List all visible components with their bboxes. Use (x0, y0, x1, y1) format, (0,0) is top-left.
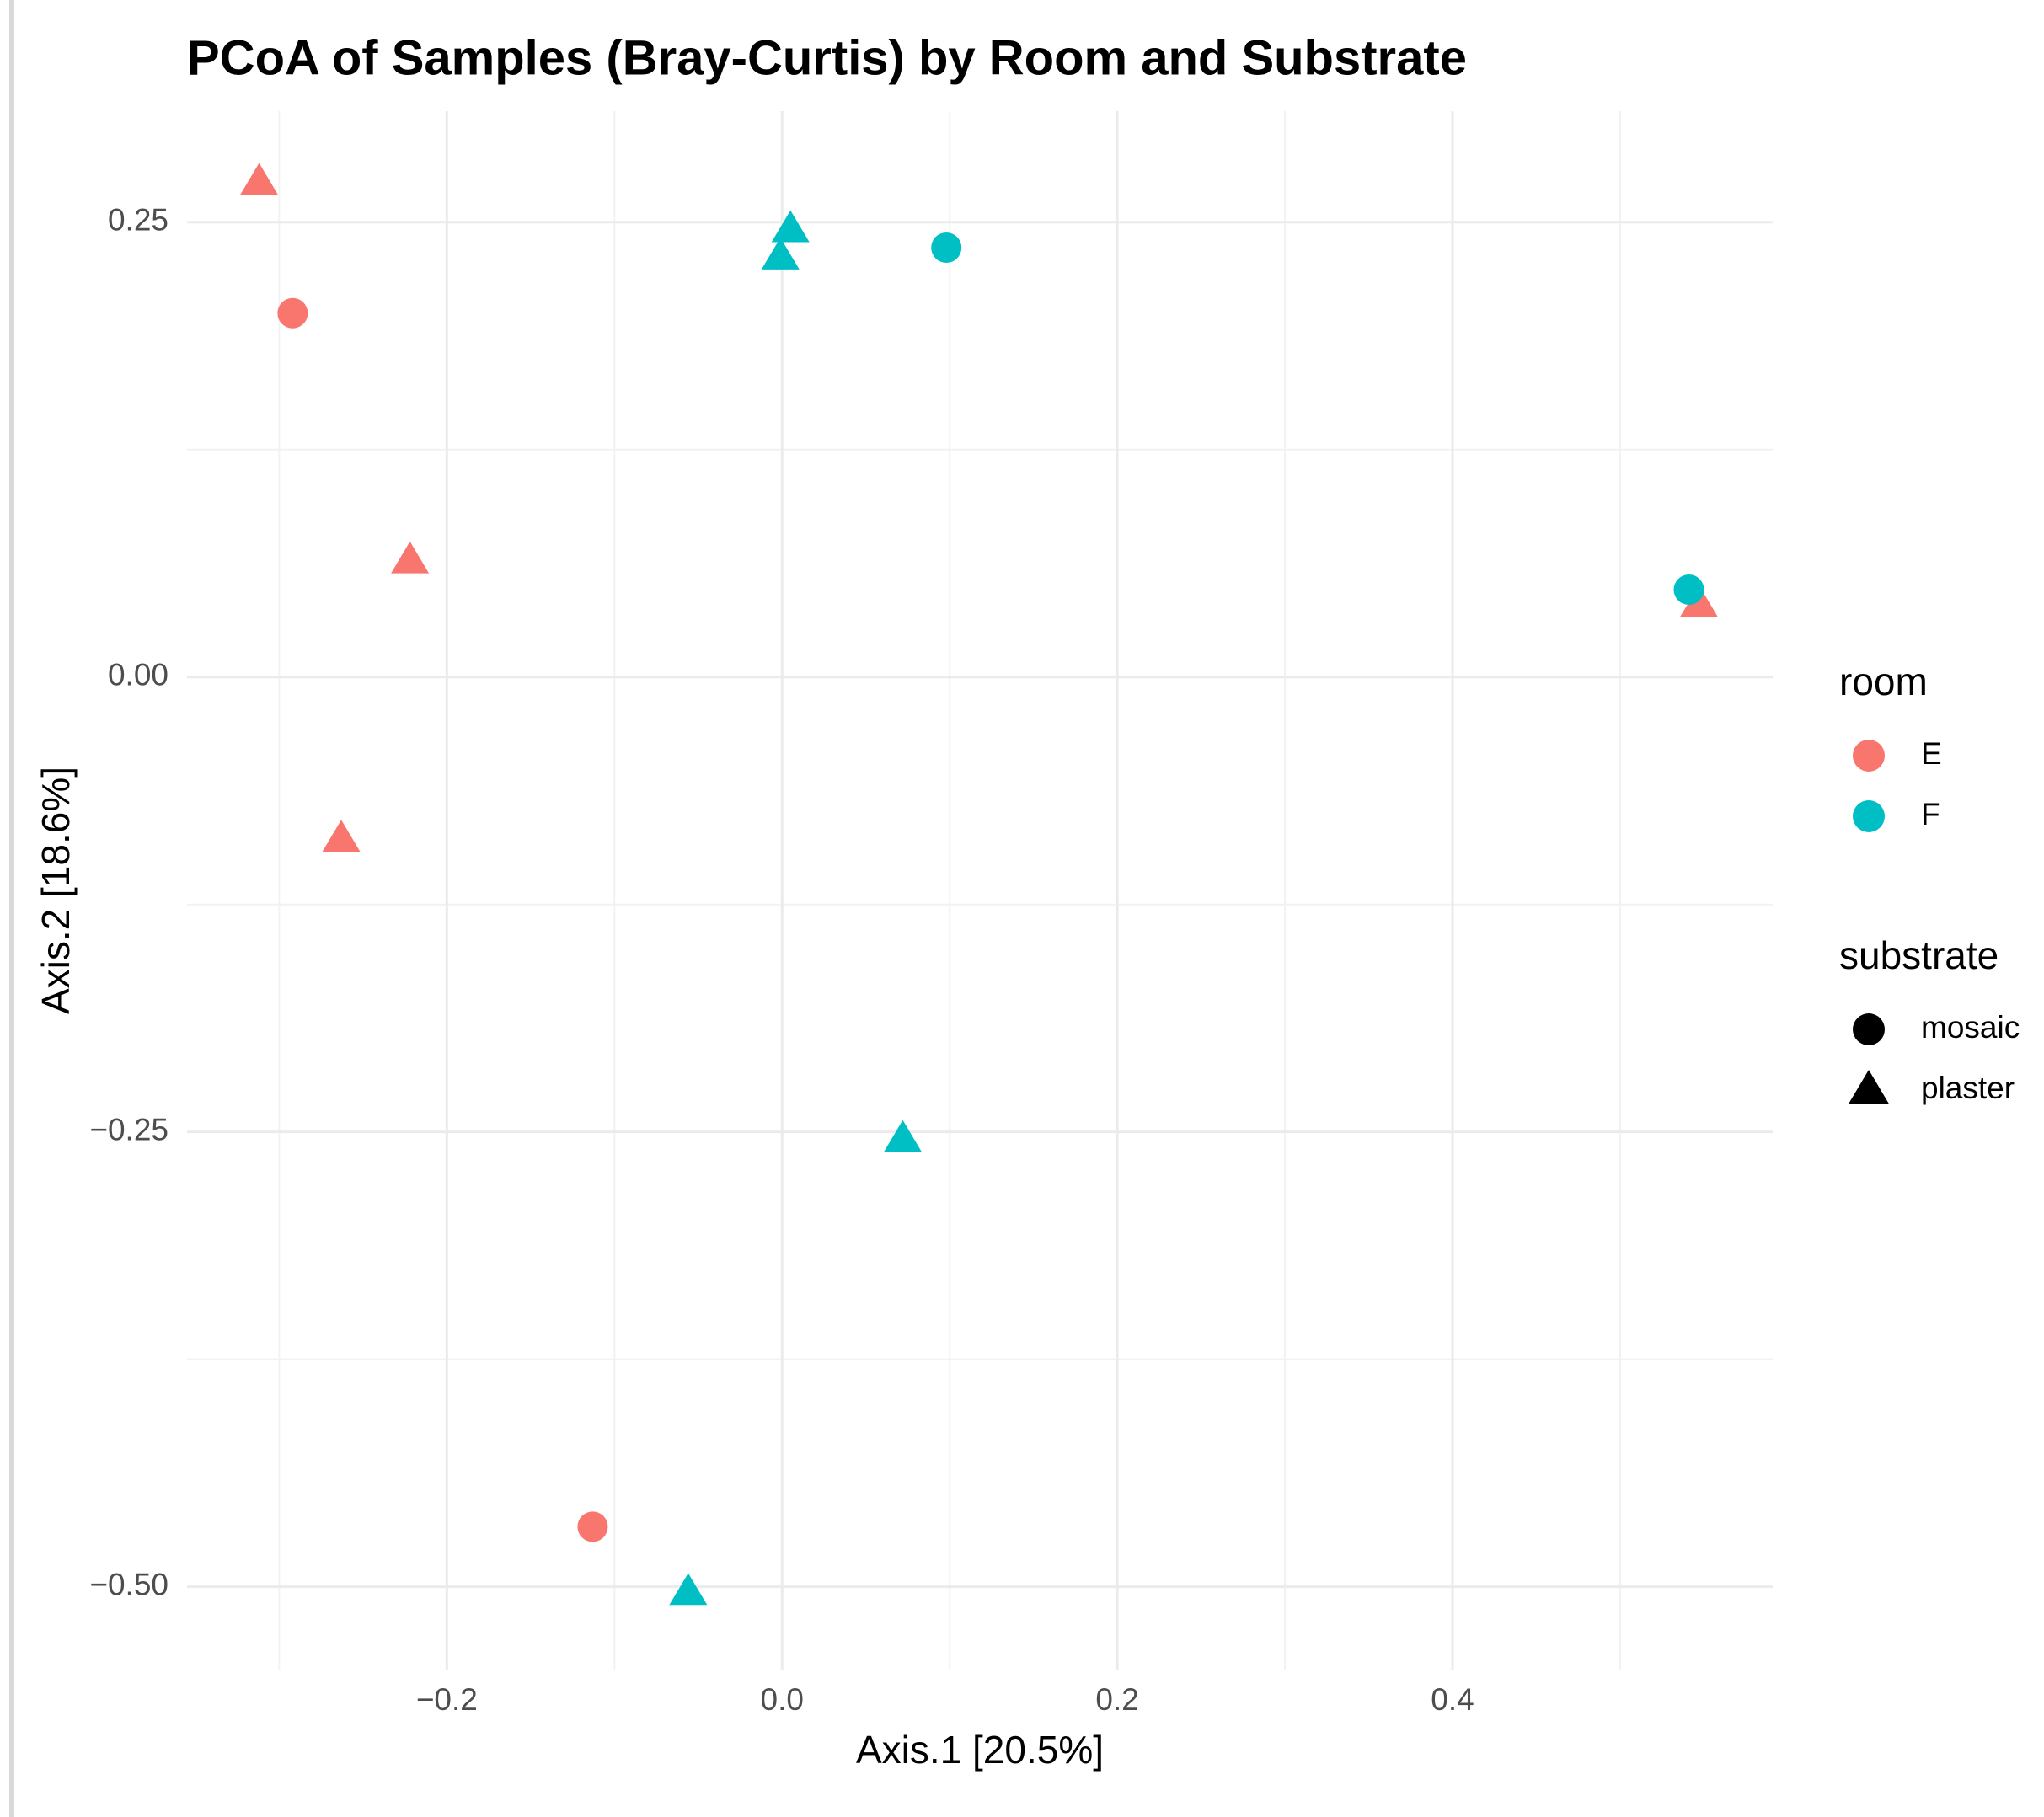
x-tick-label: −0.2 (416, 1682, 478, 1717)
y-tick-label: −0.50 (89, 1567, 169, 1601)
y-axis-title: Axis.2 [18.6%] (34, 767, 78, 1014)
triangle-marker (771, 210, 810, 243)
triangle-marker (1849, 1070, 1889, 1104)
x-axis-title: Axis.1 [20.5%] (856, 1728, 1104, 1772)
triangle-marker (1679, 585, 1718, 617)
x-tick-label: 0.2 (1095, 1682, 1138, 1717)
circle-marker (277, 297, 308, 329)
legend-title: substrate (1839, 933, 1999, 977)
triangle-marker (669, 1573, 708, 1606)
triangle-marker (391, 541, 430, 574)
y-tick-label: −0.25 (89, 1112, 169, 1146)
triangle-marker (322, 820, 361, 852)
points (240, 163, 1718, 1606)
legend-label: mosaic (1921, 1010, 2020, 1045)
x-tick-label: 0.4 (1431, 1682, 1474, 1717)
triangle-marker (883, 1120, 922, 1152)
legend-swatch (1853, 800, 1885, 832)
legend-swatch (1853, 740, 1885, 772)
triangle-marker (761, 238, 800, 270)
circle-marker (1673, 574, 1704, 606)
grid (187, 111, 1773, 1670)
chart-title: PCoA of Samples (Bray-Curtis) by Room an… (187, 30, 1467, 85)
y-tick-label: 0.00 (108, 657, 169, 692)
y-tick-label: 0.25 (108, 203, 169, 238)
legend-label: E (1921, 736, 1942, 771)
legend-title: room (1839, 660, 1928, 703)
circle-marker (577, 1511, 608, 1542)
legend-label: F (1921, 797, 1940, 831)
legend-label: plaster (1921, 1071, 2015, 1105)
circle-marker (931, 232, 962, 263)
circle-marker (1853, 1013, 1885, 1045)
x-tick-label: 0.0 (761, 1682, 804, 1717)
triangle-marker (240, 163, 279, 195)
